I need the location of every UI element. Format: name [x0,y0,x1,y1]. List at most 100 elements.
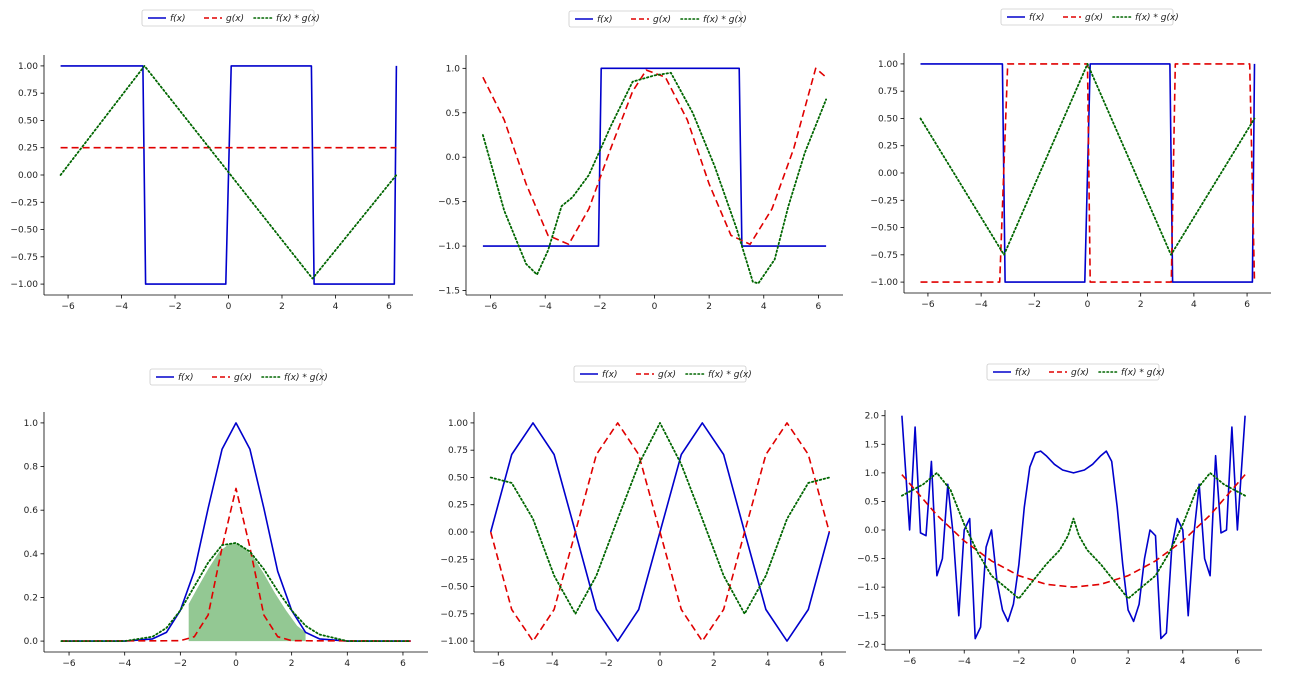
series-line-1 [61,422,411,642]
x-tick-label: 0 [1085,300,1091,310]
y-tick-label: −1.5 [438,287,460,297]
series-line-3 [901,471,1246,600]
y-tick-label: 0.5 [865,497,879,507]
y-tick-label: 1.00 [448,419,468,429]
x-tick-label: 2 [279,302,285,312]
y-tick-label: 0.25 [878,142,898,152]
series-line-2 [489,422,831,642]
y-tick-label: 0.00 [878,169,898,179]
y-tick-label: −0.75 [440,610,468,620]
series-line-2 [901,474,1246,588]
y-tick-label: −0.50 [10,226,38,236]
legend-box [568,10,742,28]
series-line-3 [489,421,831,615]
legend-label: f(x) [597,15,613,25]
series-line-1 [901,415,1246,640]
legend: f(x) g(x) f(x) * g(x) [1000,8,1179,26]
legend: f(x) g(x) f(x) * g(x) [573,365,752,383]
legend-box [141,9,315,27]
y-tick-label: −0.5 [438,198,460,208]
legend: f(x) g(x) f(x) * g(x) [986,363,1165,381]
x-tick-label: −4 [974,300,988,310]
x-tick-label: −4 [539,302,553,312]
y-tick-label: 1.00 [878,60,898,70]
x-tick-label: 2 [1138,300,1144,310]
x-tick-label: −4 [115,302,129,312]
legend-label: g(x) [653,15,671,25]
x-tick-label: 2 [289,659,295,669]
x-tick-label: −6 [484,302,498,312]
x-tick-label: 6 [1244,300,1250,310]
y-tick-label: 0.50 [878,114,898,124]
x-tick-label: 4 [333,302,339,312]
y-tick-label: −0.50 [870,224,898,234]
x-tick-label: 0 [226,302,232,312]
y-tick-label: −1.00 [10,280,38,290]
y-tick-label: 1.5 [865,440,879,450]
y-tick-label: 0.50 [448,473,468,483]
chart-panel-oscillating-vs-parabola: −6 −4 −2 0 2 4 6 −2.0 −1.5 −1.0 −0.5 0.0 0.5 1.0 1.5 2.… [857,363,1262,667]
chart-panel-square-wave-vs-constant: −6 −4 −2 0 2 4 6 −1.00 −0.75 −0.50 −0.25 0.00 0.25 0.… [10,9,413,312]
legend-label: g(x) [1085,13,1103,23]
legend-label: g(x) [1071,368,1089,378]
legend-label: f(x) [1015,368,1031,378]
y-tick-label: 0.50 [18,116,38,126]
y-tick-label: −2.0 [857,640,879,650]
x-tick-label: −2 [1028,300,1041,310]
x-tick-label: 0 [1071,657,1077,667]
x-tick-label: 6 [386,302,392,312]
y-tick-label: 0.2 [24,593,38,603]
legend-label: f(x) [170,14,186,24]
y-tick-label: −1.0 [857,583,879,593]
x-tick-label: 0 [233,659,239,669]
legend: f(x) g(x) f(x) * g(x) [149,368,328,386]
x-tick-label: −6 [61,302,75,312]
y-tick-label: 0.4 [24,550,39,560]
x-tick-label: −4 [546,659,560,669]
legend-label: f(x) [1029,13,1045,23]
series-line-3 [60,542,412,642]
x-tick-label: −2 [174,659,187,669]
legend-box [149,368,323,386]
y-tick-label: −0.5 [857,555,879,565]
y-tick-label: 0.00 [448,528,468,538]
y-tick-label: 1.0 [24,419,39,429]
x-tick-label: 0 [657,659,663,669]
x-tick-label: 6 [819,659,825,669]
x-tick-label: −4 [958,657,972,667]
y-tick-label: 1.0 [446,64,461,74]
legend-box [986,363,1160,381]
y-tick-label: −0.50 [440,583,468,593]
chart-panel-square-wave-vs-cosine: −6 −4 −2 0 2 4 6−1.5−1.0−0.50.00.51.0f(x) g(x) f… [438,10,843,312]
filled-area [188,542,306,642]
y-tick-label: 1.00 [18,62,38,72]
legend: f(x) g(x) f(x) * g(x) [568,10,747,28]
y-tick-label: −1.00 [870,278,898,288]
x-tick-label: −6 [62,659,76,669]
x-tick-label: −6 [921,300,935,310]
chart-panel-sine-cosine: −6 −4 −2 0 2 4 6 −1.00 −0.75 −0.50 −0.25 0.00 0.25 0.… [440,365,846,669]
series-line-2 [61,487,411,642]
y-tick-label: 0.5 [446,109,460,119]
x-tick-label: −2 [168,302,181,312]
x-tick-label: 4 [765,659,771,669]
series-line-1 [482,67,827,247]
legend-label: f(x) * g(x) [1121,368,1165,378]
x-tick-label: −6 [492,659,506,669]
x-tick-label: −2 [1012,657,1025,667]
chart-panel-gaussians: −6 −4 −2 0 2 4 60.00.20.40.60.81.0f(x) g(x) f(x)… [24,368,428,669]
x-tick-label: 6 [816,302,822,312]
x-tick-label: 4 [1180,657,1186,667]
y-tick-label: 0.8 [24,463,39,473]
y-tick-label: 0.25 [18,144,38,154]
x-tick-label: −4 [118,659,132,669]
x-tick-label: 4 [344,659,350,669]
series-line-3 [59,65,398,280]
y-tick-label: 0.0 [446,153,461,163]
x-tick-label: 2 [711,659,717,669]
y-tick-label: 0.25 [448,501,468,511]
x-tick-label: −6 [903,657,917,667]
legend-label: g(x) [658,370,676,380]
x-tick-label: 0 [652,302,658,312]
